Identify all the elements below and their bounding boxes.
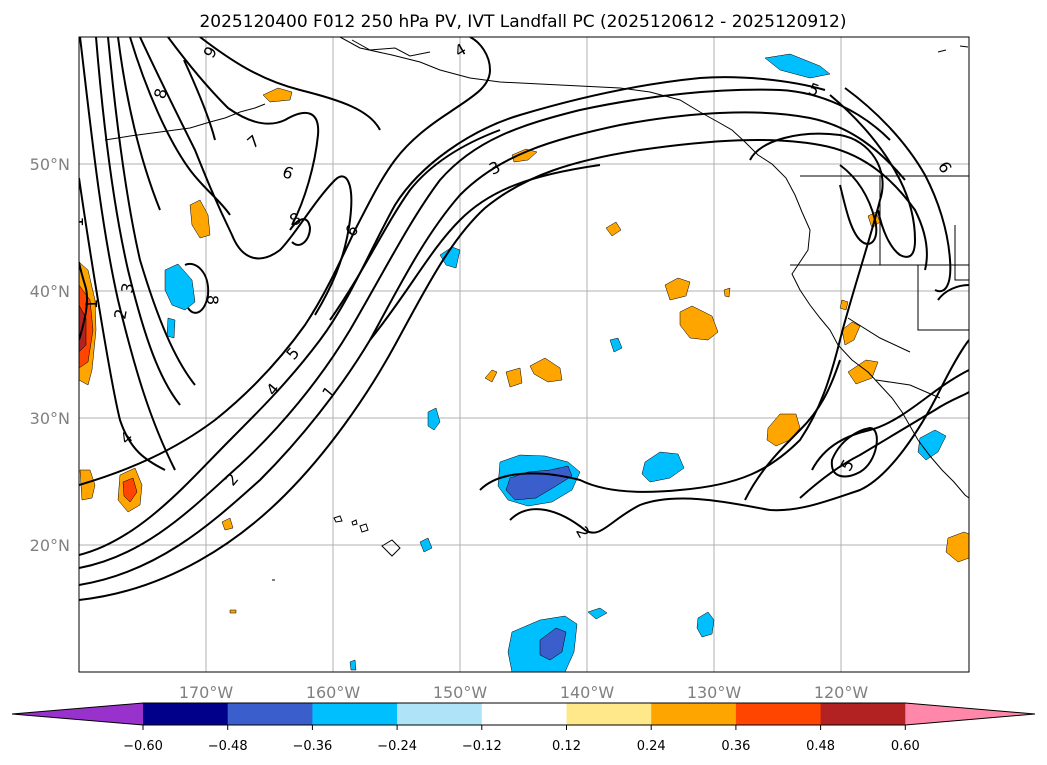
colorbar-over-extension bbox=[905, 703, 1035, 725]
colorbar-tick-label: −0.48 bbox=[208, 739, 248, 754]
colorbar-tick-label: −0.60 bbox=[123, 739, 163, 754]
longitude-labels: 170°W 160°W 150°W 140°W 130°W 120°W bbox=[179, 683, 869, 702]
lon-tick: 140°W bbox=[560, 683, 615, 702]
lat-tick: 30°N bbox=[30, 409, 70, 428]
lon-tick: 130°W bbox=[687, 683, 742, 702]
colorbar-segment bbox=[143, 703, 229, 725]
contour-label: 3 bbox=[117, 281, 137, 294]
colorbar-under-extension bbox=[12, 703, 143, 725]
colorbar-tick-label: −0.12 bbox=[462, 739, 502, 754]
map-frame bbox=[78, 36, 970, 673]
colorbar-tick-label: 0.12 bbox=[552, 739, 581, 754]
lat-tick: 40°N bbox=[30, 282, 70, 301]
lon-tick: 160°W bbox=[306, 683, 361, 702]
lon-tick: 150°W bbox=[433, 683, 488, 702]
pv-contours bbox=[79, 37, 969, 601]
latitude-labels: 50°N 40°N 30°N 20°N bbox=[30, 155, 70, 555]
colorbar-tick-label: −0.36 bbox=[292, 739, 332, 754]
lon-tick: 120°W bbox=[814, 683, 869, 702]
lat-tick: 50°N bbox=[30, 155, 70, 174]
colorbar-segment bbox=[481, 703, 567, 725]
colorbar-segment bbox=[227, 703, 313, 725]
contour-label: 1 bbox=[82, 299, 101, 309]
colorbar-segment bbox=[312, 703, 398, 725]
map-panel: 9 8 7 6 8 6 3 5 6 4 1 3 2 1 8 5 4 1 4 2 … bbox=[68, 37, 969, 672]
contour-label: 8 bbox=[203, 295, 222, 305]
contour-label: 1 bbox=[68, 217, 87, 227]
colorbar-tick-labels: −0.60 −0.48 −0.36 −0.24 −0.12 0.12 0.24 0.36 0.4… bbox=[123, 725, 920, 754]
contour-label: 2 bbox=[110, 307, 130, 320]
colorbar bbox=[11, 702, 1036, 726]
map-title: 2025120400 F012 250 hPa PV, IVT Landfall… bbox=[199, 12, 846, 32]
colorbar-segment bbox=[651, 703, 737, 725]
colorbar-tick-label: 0.36 bbox=[721, 739, 750, 754]
colorbar-tick-label: 0.48 bbox=[806, 739, 835, 754]
colorbar-segment bbox=[566, 703, 652, 725]
colorbar-tick-label: 0.60 bbox=[891, 739, 920, 754]
colorbar-tick-label: 0.24 bbox=[637, 739, 666, 754]
colorbar-segment bbox=[397, 703, 483, 725]
contour-label: 8 bbox=[150, 86, 171, 101]
colorbar-segment bbox=[820, 703, 906, 725]
colorbar-segment bbox=[735, 703, 822, 725]
lon-tick: 170°W bbox=[179, 683, 234, 702]
lat-tick: 20°N bbox=[30, 536, 70, 555]
colorbar-tick-label: −0.24 bbox=[377, 739, 417, 754]
